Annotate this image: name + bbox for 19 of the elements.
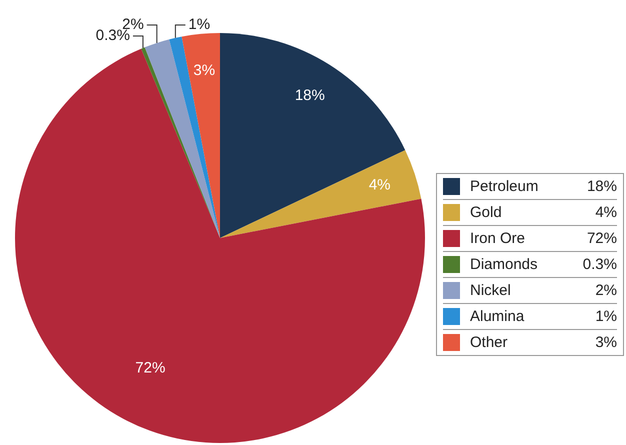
legend-label: Gold xyxy=(470,204,503,221)
legend-label: Other xyxy=(470,334,509,351)
legend-label: Petroleum xyxy=(470,178,540,195)
text: 3% xyxy=(595,334,617,351)
text: 18% xyxy=(586,178,617,195)
data-label: 4% xyxy=(368,176,391,194)
text: 2% xyxy=(595,282,617,299)
legend-label: Nickel xyxy=(470,282,512,299)
text: 0.3% xyxy=(582,256,617,273)
text: 1% xyxy=(595,308,617,325)
text: 4% xyxy=(595,204,617,221)
data-label: 1% xyxy=(188,16,210,34)
legend-label: Iron Ore xyxy=(470,230,526,247)
legend-label: Diamonds xyxy=(470,256,539,273)
legend-label: Alumina xyxy=(470,308,526,325)
data-label: 3% xyxy=(193,62,216,79)
data-label: 72% xyxy=(135,359,166,376)
data-label: 18% xyxy=(294,87,325,104)
text: 72% xyxy=(586,230,617,247)
